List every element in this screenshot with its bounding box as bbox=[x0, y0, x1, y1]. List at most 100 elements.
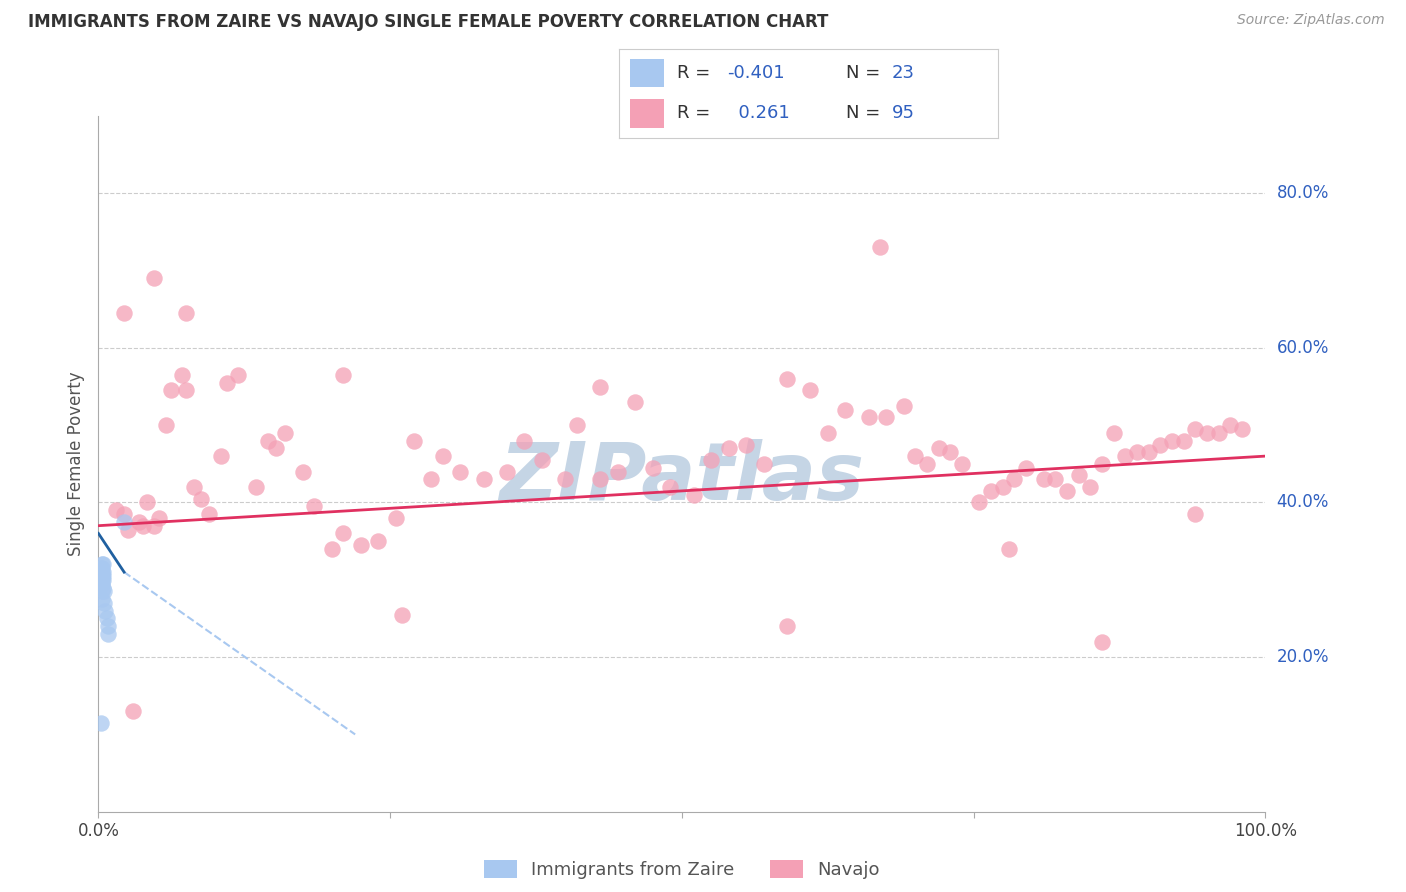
Point bbox=[159, 384, 181, 398]
Point bbox=[449, 465, 471, 479]
Text: 20.0%: 20.0% bbox=[1277, 648, 1329, 666]
Point bbox=[143, 271, 166, 285]
Point bbox=[264, 442, 287, 456]
Point bbox=[91, 573, 114, 587]
Point bbox=[93, 584, 115, 599]
Point bbox=[1080, 480, 1102, 494]
Text: 60.0%: 60.0% bbox=[1277, 339, 1329, 357]
Y-axis label: Single Female Poverty: Single Female Poverty bbox=[67, 372, 86, 556]
Point bbox=[1219, 418, 1241, 433]
Point bbox=[90, 584, 112, 599]
Point bbox=[939, 445, 962, 459]
Point bbox=[915, 457, 938, 471]
Text: -0.401: -0.401 bbox=[727, 64, 785, 82]
Point bbox=[1230, 422, 1253, 436]
Point bbox=[245, 480, 267, 494]
Point bbox=[321, 541, 343, 556]
Point bbox=[256, 434, 278, 448]
Point bbox=[969, 495, 991, 509]
Point bbox=[402, 434, 425, 448]
Point bbox=[97, 619, 120, 633]
Point bbox=[530, 453, 553, 467]
Point bbox=[90, 561, 112, 575]
Point bbox=[682, 488, 704, 502]
Point bbox=[104, 503, 127, 517]
Point bbox=[93, 596, 115, 610]
Point bbox=[172, 368, 194, 382]
Point bbox=[136, 495, 159, 509]
Point bbox=[1032, 472, 1054, 486]
Text: N =: N = bbox=[846, 104, 886, 122]
Point bbox=[1004, 472, 1026, 486]
Point bbox=[1137, 445, 1160, 459]
Point bbox=[90, 592, 112, 607]
Point bbox=[128, 515, 150, 529]
Point bbox=[332, 368, 354, 382]
Point bbox=[91, 565, 114, 579]
Point bbox=[472, 472, 495, 486]
Point bbox=[143, 518, 166, 533]
Text: 0.261: 0.261 bbox=[727, 104, 790, 122]
Point bbox=[90, 573, 112, 587]
Point bbox=[1184, 422, 1206, 436]
Point bbox=[1208, 425, 1230, 440]
Text: 95: 95 bbox=[891, 104, 915, 122]
Text: 23: 23 bbox=[891, 64, 915, 82]
Point bbox=[274, 425, 297, 440]
Point bbox=[90, 576, 112, 591]
Point bbox=[190, 491, 212, 506]
Point bbox=[495, 465, 517, 479]
Point bbox=[904, 449, 927, 463]
Point bbox=[94, 604, 117, 618]
Point bbox=[215, 376, 238, 390]
Point bbox=[1091, 457, 1114, 471]
Point bbox=[1195, 425, 1218, 440]
Point bbox=[1184, 507, 1206, 521]
Point bbox=[198, 507, 221, 521]
Point bbox=[606, 465, 628, 479]
Point bbox=[420, 472, 443, 486]
Point bbox=[122, 704, 145, 718]
Point bbox=[589, 472, 612, 486]
Point bbox=[1015, 460, 1038, 475]
Point bbox=[997, 541, 1019, 556]
Text: ZIPatlas: ZIPatlas bbox=[499, 439, 865, 516]
Point bbox=[228, 368, 250, 382]
Point bbox=[90, 715, 112, 730]
Text: R =: R = bbox=[678, 104, 717, 122]
Point bbox=[183, 480, 205, 494]
Point bbox=[291, 465, 314, 479]
Point bbox=[350, 538, 373, 552]
Point bbox=[112, 306, 135, 320]
Text: Source: ZipAtlas.com: Source: ZipAtlas.com bbox=[1237, 13, 1385, 28]
Point bbox=[735, 437, 758, 451]
Text: 80.0%: 80.0% bbox=[1277, 185, 1329, 202]
Bar bbox=[630, 59, 664, 87]
Point bbox=[1114, 449, 1136, 463]
Point bbox=[1149, 437, 1171, 451]
Point bbox=[367, 534, 389, 549]
Point bbox=[1045, 472, 1067, 486]
Point bbox=[1102, 425, 1125, 440]
Point bbox=[817, 425, 839, 440]
Point bbox=[752, 457, 775, 471]
Point bbox=[304, 500, 326, 514]
Point bbox=[834, 402, 856, 417]
Point bbox=[91, 581, 114, 595]
Point bbox=[991, 480, 1014, 494]
Point bbox=[928, 442, 950, 456]
Point bbox=[91, 569, 114, 583]
Point bbox=[148, 511, 170, 525]
Point bbox=[385, 511, 408, 525]
Point bbox=[174, 306, 197, 320]
Point bbox=[799, 384, 821, 398]
Point bbox=[1067, 468, 1090, 483]
Point bbox=[90, 558, 112, 572]
Point bbox=[90, 569, 112, 583]
Point bbox=[858, 410, 880, 425]
Point bbox=[875, 410, 897, 425]
Point bbox=[332, 526, 354, 541]
Point bbox=[700, 453, 723, 467]
Text: N =: N = bbox=[846, 64, 886, 82]
Point bbox=[554, 472, 576, 486]
